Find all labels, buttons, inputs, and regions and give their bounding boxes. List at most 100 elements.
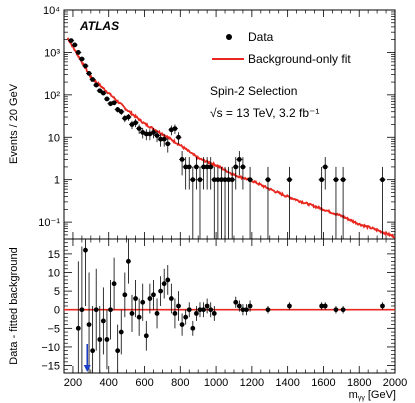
data-point: [226, 177, 232, 183]
ratio-data-point: [247, 303, 253, 309]
ratio-data-point: [108, 307, 113, 313]
main-panel: 10⁻¹ 1 10 10² 10³ 10⁴ ATLAS Data Background-o…: [38, 5, 396, 240]
data-point: [100, 90, 106, 96]
main-y-tick-label: 10⁻¹: [38, 217, 60, 229]
ratio-data-point: [186, 307, 192, 313]
ratio-data-point: [190, 325, 196, 331]
ratio-data-point: [140, 299, 146, 305]
ratio-y-axis-label: Data - fitted background: [8, 247, 20, 364]
data-point: [204, 164, 210, 170]
data-point: [133, 120, 138, 126]
ratio-data-points: [75, 239, 385, 373]
ratio-data-point: [333, 307, 339, 313]
x-tick-label: 1800: [347, 377, 371, 389]
data-point: [340, 177, 346, 183]
ratio-y-tick-label: −10: [41, 342, 60, 354]
experiment-label: ATLAS: [79, 19, 119, 33]
legend-label-fit: Background-only fit: [248, 52, 351, 66]
main-plot-frame: [63, 9, 396, 240]
ratio-data-point: [154, 311, 160, 316]
main-y-tick-label: 10³: [44, 47, 60, 59]
data-point: [233, 164, 239, 170]
ratio-data-point: [211, 311, 217, 316]
data-point: [172, 126, 178, 132]
ratio-data-point: [197, 307, 203, 313]
data-point: [97, 88, 103, 94]
data-point: [104, 96, 110, 102]
out-of-range-arrow: [83, 343, 91, 372]
data-point: [380, 177, 385, 183]
ratio-data-point: [161, 281, 167, 287]
legend-data-marker: [226, 34, 232, 40]
ratio-data-point: [194, 311, 199, 316]
data-point: [151, 130, 156, 135]
ratio-data-point: [208, 307, 214, 313]
data-point: [194, 164, 199, 170]
ratio-data-point: [179, 322, 185, 328]
energy-lumi-annotation: √s = 13 TeV, 3.2 fb⁻¹: [210, 106, 319, 120]
ratio-axis-ticks: 200 400 600 800 1000 1200 1400 1600 1800 2000 −15 −…: [41, 239, 407, 389]
data-point: [129, 122, 135, 127]
ratio-data-point: [322, 303, 328, 309]
data-point: [183, 164, 189, 170]
data-point: [136, 126, 142, 132]
data-point: [118, 109, 124, 115]
main-y-tick-label: 1: [54, 175, 60, 187]
ratio-data-point: [122, 292, 128, 298]
ratio-data-point: [143, 333, 149, 339]
ratio-data-point: [133, 296, 138, 301]
data-point: [236, 157, 242, 162]
data-point: [247, 177, 253, 183]
data-point: [215, 177, 221, 183]
data-point: [197, 177, 203, 183]
background-fit-line: [66, 37, 396, 239]
data-point: [219, 177, 224, 183]
data-point: [287, 177, 292, 183]
ratio-y-tick-label: 15: [48, 249, 60, 261]
ratio-data-point: [319, 303, 325, 309]
data-point: [83, 63, 88, 69]
data-point: [86, 71, 92, 76]
ratio-data-point: [136, 314, 142, 320]
main-y-axis-label: Events / 20 GeV: [8, 83, 20, 164]
ratio-plot-frame: [63, 238, 396, 374]
x-tick-label: 1400: [275, 377, 299, 389]
ratio-data-point: [240, 307, 246, 313]
data-point: [143, 131, 149, 137]
ratio-data-point: [380, 303, 385, 309]
main-data-points: [68, 38, 386, 239]
data-point: [319, 177, 325, 183]
data-point: [90, 77, 96, 82]
x-tick-label: 200: [64, 377, 82, 389]
main-y-tick-label: 10: [48, 132, 60, 144]
ratio-data-point: [86, 322, 92, 328]
data-point: [222, 177, 228, 183]
data-point: [190, 177, 196, 183]
ratio-data-point: [236, 303, 242, 309]
ratio-data-point: [176, 303, 181, 309]
data-point: [115, 107, 121, 112]
data-point: [265, 177, 271, 183]
ratio-data-point: [97, 337, 103, 342]
ratio-panel: 200 400 600 800 1000 1200 1400 1600 1800 2000 −15 −…: [41, 238, 407, 389]
ratio-data-point: [165, 277, 171, 283]
ratio-data-point: [104, 337, 110, 342]
ratio-data-point: [75, 325, 81, 331]
ratio-y-tick-label: 10: [48, 268, 60, 280]
data-point: [75, 50, 81, 55]
main-y-tick-label: 10²: [44, 90, 60, 102]
data-point: [211, 177, 217, 183]
ratio-data-point: [183, 314, 189, 320]
x-tick-label: 2000: [383, 377, 407, 389]
ratio-data-point: [204, 303, 210, 309]
ratio-data-point: [79, 307, 85, 313]
arrow-head: [83, 365, 91, 372]
data-point: [186, 164, 192, 170]
ratio-data-point: [147, 296, 153, 301]
x-tick-label: 1600: [311, 377, 335, 389]
ratio-data-point: [201, 307, 206, 313]
data-point: [93, 82, 99, 88]
legend-label-data: Data: [248, 30, 274, 44]
x-tick-label: 800: [171, 377, 189, 389]
